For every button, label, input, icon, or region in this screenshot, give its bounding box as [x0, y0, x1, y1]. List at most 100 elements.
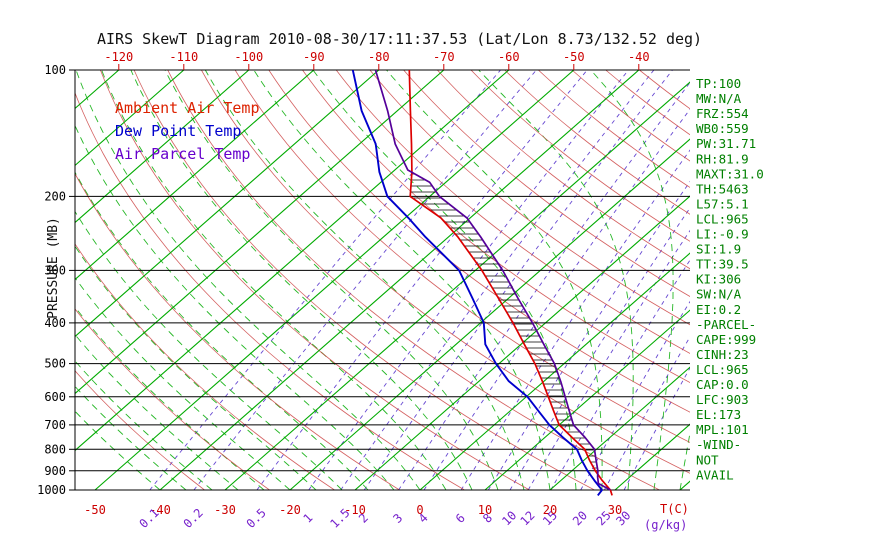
- isotherm-line: [549, 366, 690, 490]
- bottom-temp-label: -10: [344, 503, 366, 517]
- top-temp-label: -40: [628, 50, 650, 64]
- isotherms: [75, 70, 690, 490]
- legend-ambient: Ambient Air Temp: [115, 99, 260, 117]
- dry-adiabat-line: [100, 70, 530, 490]
- dry-adiabat-line: [403, 70, 690, 297]
- moist-adiabat-line: [253, 70, 551, 490]
- moist-adiabat-line: [75, 277, 291, 490]
- dry-adiabat-line: [369, 70, 690, 326]
- stats-line: TH:5463: [696, 181, 749, 196]
- moist-adiabat-line: [386, 70, 603, 490]
- stats-line: TP:100: [696, 76, 741, 91]
- bottom-temp-label: -30: [214, 503, 236, 517]
- dry-adiabat-line: [201, 70, 690, 474]
- top-temp-label: -70: [433, 50, 455, 64]
- moist-adiabat-line: [75, 245, 317, 490]
- stats-line: LCL:965: [696, 362, 749, 377]
- pressure-tick-label: 1000: [37, 483, 66, 497]
- pressure-gridlines: [74, 69, 690, 491]
- legend-parcel: Air Parcel Temp: [115, 145, 250, 163]
- bottom-temp-label: -40: [149, 503, 171, 517]
- stats-line: WB0:559: [696, 121, 749, 136]
- isotherm-line: [419, 252, 690, 490]
- dewpoint-curve: [351, 70, 603, 496]
- stats-line: SI:1.9: [696, 242, 741, 257]
- stats-line: -WIND-: [696, 437, 741, 452]
- stats-line: L57:5.1: [696, 196, 749, 211]
- top-temp-label: -100: [234, 50, 263, 64]
- mixing-ratio-line: [340, 70, 655, 490]
- bottom-temp-label: -20: [279, 503, 301, 517]
- dry-adiabat-line: [75, 172, 400, 490]
- stats-line: LCL:965: [696, 212, 749, 227]
- dry-adiabat-line: [437, 70, 690, 270]
- chart-title: AIRS SkewT Diagram 2010-08-30/17:11:37.5…: [97, 30, 702, 48]
- mixing-unit-label: (g/kg): [644, 518, 687, 532]
- stats-line: EI:0.2: [696, 302, 741, 317]
- stats-line: LFC:903: [696, 392, 749, 407]
- mixing-ratio-line: [193, 70, 537, 490]
- stats-line: SW:N/A: [696, 287, 742, 302]
- stats-line: PW:31.71: [696, 136, 756, 151]
- isotherm-line: [75, 70, 445, 395]
- stats-line: -PARCEL-: [696, 317, 756, 332]
- sounding-curves: [351, 70, 613, 496]
- dry-adiabat-line: [571, 70, 690, 162]
- stats-line: EL:173: [696, 407, 741, 422]
- mixing-ratio-line: [509, 207, 690, 490]
- stats-line: AVAIL: [696, 467, 734, 482]
- stats-line: KI:306: [696, 272, 741, 287]
- pressure-tick-label: 900: [44, 464, 66, 478]
- pressure-tick-label: 500: [44, 357, 66, 371]
- dry-adiabat-line: [335, 70, 690, 354]
- isotherm-line: [75, 70, 250, 224]
- dry-adiabat-line: [75, 91, 465, 490]
- stats-line: FRZ:554: [696, 106, 749, 121]
- isotherm-line: [75, 70, 185, 167]
- top-temp-label: -110: [169, 50, 198, 64]
- mixing-ratio-label: 0.5: [244, 506, 269, 531]
- top-temp-label: -120: [104, 50, 133, 64]
- pressure-tick-label: 700: [44, 418, 66, 432]
- stats-line: LI:-0.9: [696, 227, 749, 242]
- stats-line: CAP:0.0: [696, 377, 749, 392]
- legend-dewpoint: Dew Point Temp: [115, 122, 241, 140]
- dry-adiabat-line: [133, 70, 595, 490]
- pressure-tick-label: 400: [44, 316, 66, 330]
- mixing-ratio-line: [550, 259, 690, 490]
- mixing-ratio-label: 0.2: [181, 506, 206, 531]
- moist-adiabat-line: [75, 171, 369, 490]
- mixing-ratio-line: [149, 70, 501, 490]
- dry-adiabat-line: [75, 308, 270, 490]
- stats-line: MAXT:31.0: [696, 166, 764, 181]
- mixing-ratio-label: 12: [517, 508, 537, 528]
- mixing-ratio-label: 20: [570, 508, 590, 528]
- moist-adiabats: [75, 70, 690, 490]
- moist-adiabat-line: [75, 210, 343, 490]
- mixing-ratio-line: [487, 180, 690, 490]
- mixing-ratio-line: [256, 70, 588, 490]
- isotherm-line: [159, 70, 640, 490]
- stats-line: CINH:23: [696, 347, 749, 362]
- dry-adiabats: [75, 70, 690, 490]
- mixing-ratio-line: [363, 70, 673, 490]
- isotherm-line: [289, 138, 690, 490]
- top-temp-label: -80: [368, 50, 390, 64]
- pressure-tick-label: 600: [44, 390, 66, 404]
- dry-adiabat-line: [470, 70, 690, 242]
- isotherm-line: [75, 70, 380, 338]
- moist-adiabat-line: [204, 70, 525, 490]
- dry-adiabat-line: [75, 370, 205, 490]
- stats-line: MW:N/A: [696, 91, 742, 106]
- dry-adiabat-line: [234, 70, 690, 443]
- moist-adiabat-line: [478, 70, 634, 490]
- mixing-ratio-label: 1: [300, 511, 315, 526]
- parcel-curve: [374, 70, 611, 491]
- pressure-tick-label: 100: [44, 63, 66, 77]
- pressure-tick-label: 300: [44, 263, 66, 277]
- mixing-ratio-line: [308, 70, 629, 490]
- mixing-ratio-label: 6: [453, 511, 468, 526]
- isotherm-line: [354, 195, 690, 490]
- moist-adiabat-line: [101, 70, 447, 490]
